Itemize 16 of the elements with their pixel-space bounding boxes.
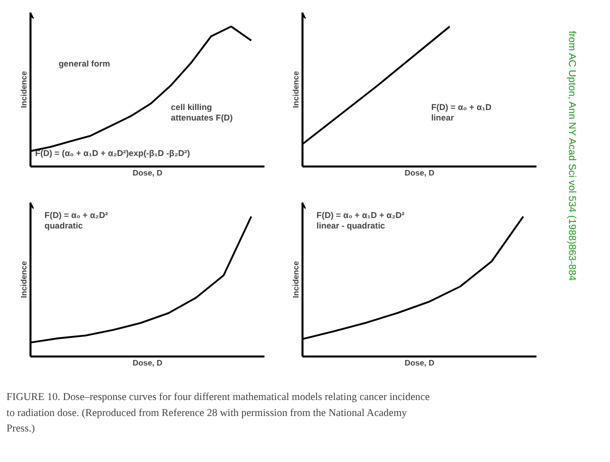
x-axis-title: Dose, D <box>132 168 163 178</box>
text: from AC Upton, Ann NY Acad Sci vol 534 (1988)863-884 <box>566 30 577 282</box>
x-axis-title: Dose, D <box>404 358 435 368</box>
annotation: F(D) = (α₀ + α₁D + α₂D²)exp(-β₁D -β₂D²) <box>35 148 190 158</box>
y-axis-title: Incidence <box>292 70 300 108</box>
annotation: cell killing attenuates F(D) <box>170 102 233 122</box>
x-axis-title: Dose, D <box>132 358 163 368</box>
y-axis-title: Incidence <box>292 260 300 298</box>
annotation: F(D) = α₀ + α₁D linear <box>431 102 492 122</box>
y-axis-title: Incidence <box>20 70 28 108</box>
annotation: F(D) = α₀ + α₁D + α₂D² linear - quadratic <box>316 210 405 231</box>
annotation: general form <box>58 58 111 69</box>
x-axis-title: Dose, D <box>404 168 435 178</box>
annotation: F(D) = α₀ + α₂D² quadratic <box>44 210 108 231</box>
y-axis-title: Incidence <box>20 260 28 298</box>
caption: FIGURE 10. Dose–response curves for four different mathematical models relating cancer incidence to radiation dose. (Reproduced from Reference 28 with permission from the National Academy Press.) <box>6 392 430 434</box>
